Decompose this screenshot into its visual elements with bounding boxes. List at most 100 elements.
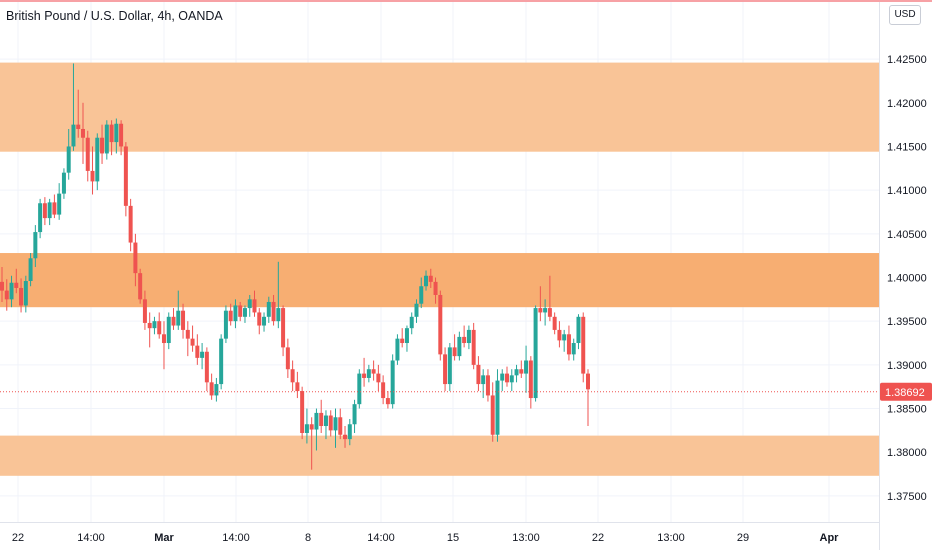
y-tick-label: 1.39500 (887, 316, 927, 328)
candle-body (90, 170, 95, 182)
candle-body (357, 373, 362, 405)
candle-body (238, 305, 243, 317)
x-tick-label: 14:00 (222, 532, 250, 544)
current-price-tag (880, 382, 932, 401)
candle-body (466, 329, 471, 344)
candle-body (152, 321, 157, 329)
candle-body (262, 316, 267, 326)
candle-body (395, 338, 400, 361)
candle-body (300, 391, 305, 433)
candle-body (304, 424, 309, 433)
candle-body (576, 316, 581, 344)
candle-body (543, 308, 548, 313)
candle-body (19, 287, 24, 306)
candle-body (319, 412, 324, 427)
candle-body (528, 360, 533, 399)
candle-body (290, 369, 295, 383)
candle-body (147, 322, 152, 329)
candle-body (28, 258, 33, 281)
zones (0, 62, 879, 476)
current-price-label: 1.38692 (885, 387, 925, 399)
candle-body (524, 360, 529, 374)
candle-body (119, 123, 124, 147)
candle-body (4, 290, 9, 300)
candle-body (195, 345, 200, 358)
candle-body (443, 354, 448, 385)
candle-body (505, 373, 510, 383)
candle-body (85, 137, 90, 171)
candle-body (271, 301, 276, 322)
x-tick-label: 14:00 (77, 532, 105, 544)
candle-body (176, 310, 181, 326)
y-tick-label: 1.40500 (887, 229, 927, 241)
candle-body (133, 242, 138, 274)
candle-body (481, 375, 486, 385)
candle-body (114, 123, 119, 143)
candle-body (419, 286, 424, 304)
x-tick-label: 13:00 (657, 532, 685, 544)
candle-body (533, 308, 538, 399)
candle-body (500, 373, 505, 381)
y-tick-label: 1.39000 (887, 360, 927, 372)
candle-body (242, 308, 247, 317)
y-tick-label: 1.42000 (887, 98, 927, 110)
candle-body (519, 369, 524, 374)
candle-body (42, 203, 47, 219)
candle-body (485, 375, 490, 396)
y-tick-label: 1.41000 (887, 185, 927, 197)
x-tick-label: 14:00 (367, 532, 395, 544)
candle-body (362, 373, 367, 378)
candle-body (557, 329, 562, 341)
y-tick-label: 1.42500 (887, 54, 927, 66)
chart-title: British Pound / U.S. Dollar, 4h, OANDA (6, 9, 223, 23)
candle-body (404, 328, 409, 344)
candle-body (343, 434, 348, 440)
candle-body (161, 334, 166, 344)
candle-body (190, 338, 195, 346)
candle-body (328, 415, 333, 431)
candle-body (323, 415, 328, 427)
x-tick-label: 29 (737, 532, 749, 544)
candle-body (276, 308, 281, 322)
x-tick-label: Apr (820, 532, 840, 544)
candle-body (209, 382, 214, 396)
candle-body (142, 299, 147, 323)
candle-body (219, 338, 224, 385)
candles (0, 63, 590, 470)
candle-body (66, 146, 71, 173)
candle-body (462, 336, 467, 344)
candle-body (228, 310, 233, 322)
y-tick-label: 1.38500 (887, 404, 927, 416)
candle-body (581, 316, 586, 374)
zone-rect[interactable] (0, 62, 879, 152)
candle-body (33, 232, 38, 259)
currency-button[interactable]: USD (889, 5, 921, 25)
candle-body (428, 275, 433, 282)
candle-body (95, 137, 100, 182)
candle-body (490, 395, 495, 435)
zone-rect[interactable] (0, 435, 879, 476)
candle-body (23, 280, 28, 306)
candle-body (476, 364, 481, 385)
candle-body (157, 321, 162, 335)
candle-body (333, 417, 338, 431)
candle-body (128, 205, 133, 243)
candle-body (586, 373, 590, 390)
candle-body (562, 334, 567, 341)
candle-body (233, 305, 238, 322)
candle-body (100, 137, 105, 154)
candle-body (0, 281, 4, 291)
candle-body (495, 380, 500, 435)
candle-body (52, 202, 57, 215)
candle-body (571, 343, 576, 355)
candle-body (61, 172, 66, 194)
candle-body (200, 351, 205, 358)
candle-body (80, 128, 85, 138)
candle-body (204, 351, 209, 383)
candle-body (76, 124, 81, 129)
candle-body (252, 299, 257, 313)
candle-body (547, 308, 552, 317)
candle-body (109, 124, 114, 143)
